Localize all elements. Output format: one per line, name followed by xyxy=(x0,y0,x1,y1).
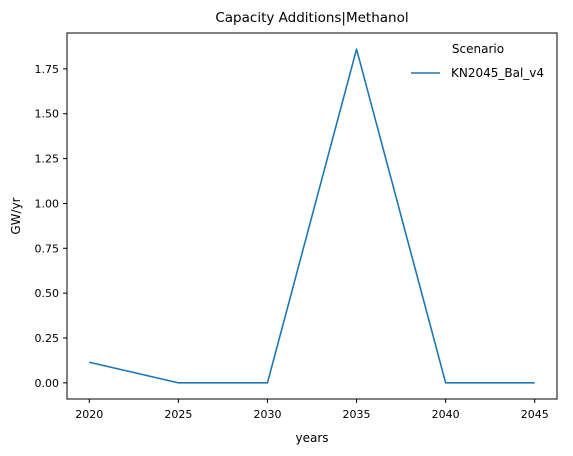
y-tick-label: 0.25 xyxy=(35,332,60,345)
y-tick-label: 0.50 xyxy=(35,287,60,300)
x-axis: 2020 2025 2030 2035 2040 2045 xyxy=(75,399,549,421)
x-axis-label: years xyxy=(295,431,328,445)
series-line-kn2045-bal-v4 xyxy=(89,48,535,384)
x-tick-label: 2030 xyxy=(253,408,281,421)
x-tick-label: 2035 xyxy=(343,408,371,421)
y-tick-label: 1.25 xyxy=(35,153,60,166)
chart-title: Capacity Additions|Methanol xyxy=(215,10,408,26)
x-tick-label: 2040 xyxy=(432,408,460,421)
y-tick-label: 1.75 xyxy=(35,63,60,76)
y-tick-label: 0.00 xyxy=(35,377,60,390)
y-tick-label: 0.75 xyxy=(35,242,60,255)
legend-label-kn2045-bal-v4: KN2045_Bal_v4 xyxy=(451,66,544,80)
y-tick-label: 1.00 xyxy=(35,197,60,210)
y-axis: 0.00 0.25 0.50 0.75 1.00 1.25 1.50 1.75 xyxy=(35,63,67,390)
x-tick-label: 2020 xyxy=(75,408,103,421)
legend-title: Scenario xyxy=(452,42,504,56)
x-tick-label: 2025 xyxy=(164,408,192,421)
y-axis-label: GW/yr xyxy=(9,197,23,234)
y-tick-label: 1.50 xyxy=(35,108,60,121)
legend: Scenario KN2045_Bal_v4 xyxy=(411,42,544,80)
plot-area xyxy=(66,32,558,400)
x-tick-label: 2045 xyxy=(521,408,549,421)
